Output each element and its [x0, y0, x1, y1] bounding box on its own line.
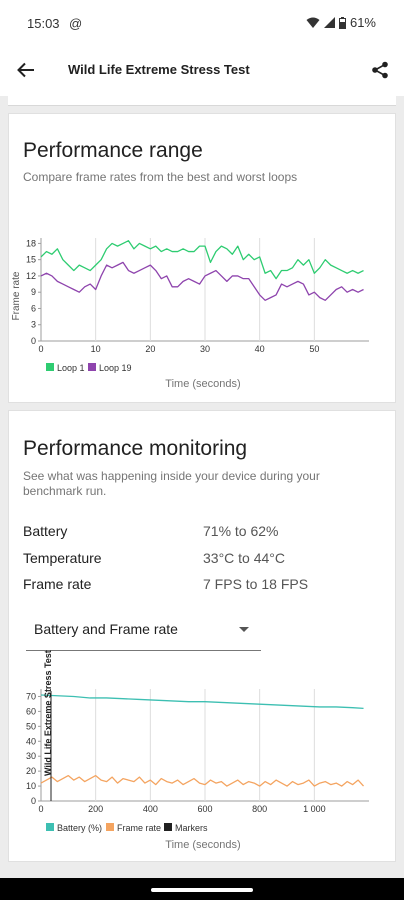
- x-tick-label: 50: [309, 344, 319, 354]
- share-icon: [372, 61, 388, 79]
- battery-icon: [338, 16, 346, 29]
- legend-label-frame-rate: Frame rate: [117, 823, 161, 833]
- performance-range-chart: 0 3 6 9 12 15 18 0 10 20 30 40 50 Frame rate Time (…: [11, 238, 369, 390]
- y-tick-label: 9: [31, 287, 36, 297]
- marker-label: Wild Life Extreme Stress Test: [43, 650, 53, 776]
- legend-swatch-loop-1: [46, 363, 54, 371]
- chart-legend: Battery (%) Frame rate Markers: [46, 823, 208, 833]
- y-tick-label: 12: [26, 271, 36, 281]
- performance-range-card: Performance range Compare frame rates fr…: [8, 113, 396, 403]
- page-title: Wild Life Extreme Stress Test: [68, 62, 250, 77]
- x-tick-label: 0: [38, 344, 43, 354]
- chart-type-dropdown[interactable]: Battery and Frame rate: [26, 609, 261, 651]
- y-tick-label: 15: [26, 255, 36, 265]
- x-tick-label: 1 000: [303, 804, 326, 814]
- y-tick-label: 18: [26, 238, 36, 248]
- performance-range-subtitle: Compare frame rates from the best and wo…: [23, 170, 298, 184]
- stat-value-frame-rate: 7 FPS to 18 FPS: [203, 576, 309, 592]
- legend-label-loop-1: Loop 1: [57, 363, 85, 373]
- series-line-loop-19: [40, 261, 364, 301]
- y-tick-label: 0: [31, 796, 36, 806]
- app-bar: Wild Life Extreme Stress Test: [0, 44, 404, 96]
- performance-monitoring-title: Performance monitoring: [23, 437, 248, 460]
- legend-label-markers: Markers: [175, 823, 208, 833]
- chart-xlabel: Time (seconds): [165, 378, 240, 390]
- dropdown-arrow-icon: [239, 627, 249, 632]
- y-tick-label: 60: [26, 706, 36, 716]
- y-tick-label: 20: [26, 766, 36, 776]
- legend-label-battery: Battery (%): [57, 823, 102, 833]
- x-tick-label: 400: [143, 804, 158, 814]
- series-line-frame-rate: [40, 774, 365, 787]
- x-tick-label: 20: [145, 344, 155, 354]
- stat-label-temperature: Temperature: [23, 550, 102, 566]
- legend-swatch-frame-rate: [106, 823, 114, 831]
- legend-swatch-markers: [164, 823, 172, 831]
- y-tick-label: 70: [26, 691, 36, 701]
- stat-value-temperature: 33°C to 44°C: [203, 550, 286, 566]
- performance-monitoring-subtitle-2: benchmark run.: [23, 484, 107, 498]
- x-tick-label: 600: [197, 804, 212, 814]
- x-tick-label: 10: [91, 344, 101, 354]
- x-tick-label: 0: [38, 804, 43, 814]
- navigation-bar: [0, 878, 404, 900]
- wifi-icon: [306, 17, 320, 28]
- status-icons: 61%: [306, 15, 376, 30]
- series-line-loop-1: [40, 240, 364, 280]
- legend-label-loop-19: Loop 19: [99, 363, 132, 373]
- x-tick-label: 40: [255, 344, 265, 354]
- performance-monitoring-card: Performance monitoring See what was happ…: [8, 410, 396, 862]
- performance-monitoring-chart: 0 10 20 30 40 50 60 70 0 200 400 600 800 1 000 Wild …: [26, 650, 369, 851]
- status-notification-icon: @: [69, 16, 83, 31]
- home-handle[interactable]: [151, 888, 253, 892]
- share-button[interactable]: [366, 56, 394, 84]
- y-tick-label: 40: [26, 736, 36, 746]
- legend-swatch-loop-19: [88, 363, 96, 371]
- status-time: 15:03: [27, 16, 60, 31]
- stat-label-frame-rate: Frame rate: [23, 576, 92, 592]
- arrow-back-icon: [17, 62, 34, 78]
- previous-card-edge: [8, 96, 396, 106]
- signal-icon: [323, 17, 335, 28]
- back-button[interactable]: [12, 56, 40, 84]
- y-tick-label: 30: [26, 751, 36, 761]
- series-line-battery: [40, 694, 364, 710]
- x-tick-label: 800: [252, 804, 267, 814]
- y-tick-label: 0: [31, 336, 36, 346]
- y-tick-label: 10: [26, 781, 36, 791]
- performance-range-title: Performance range: [23, 139, 203, 162]
- battery-percent: 61%: [349, 15, 376, 30]
- y-tick-label: 3: [31, 320, 36, 330]
- y-tick-label: 50: [26, 721, 36, 731]
- y-tick-label: 6: [31, 303, 36, 313]
- dropdown-selected-value: Battery and Frame rate: [34, 621, 178, 637]
- chart-xlabel: Time (seconds): [165, 839, 240, 851]
- x-tick-label: 30: [200, 344, 210, 354]
- x-tick-label: 200: [88, 804, 103, 814]
- stat-label-battery: Battery: [23, 523, 68, 539]
- legend-swatch-battery: [46, 823, 54, 831]
- stat-value-battery: 71% to 62%: [203, 523, 279, 539]
- chart-ylabel: Frame rate: [11, 271, 22, 320]
- chart-legend: Loop 1 Loop 19: [46, 363, 132, 373]
- status-bar: 15:03 @ 61%: [0, 0, 404, 44]
- performance-monitoring-subtitle-1: See what was happening inside your devic…: [23, 469, 320, 483]
